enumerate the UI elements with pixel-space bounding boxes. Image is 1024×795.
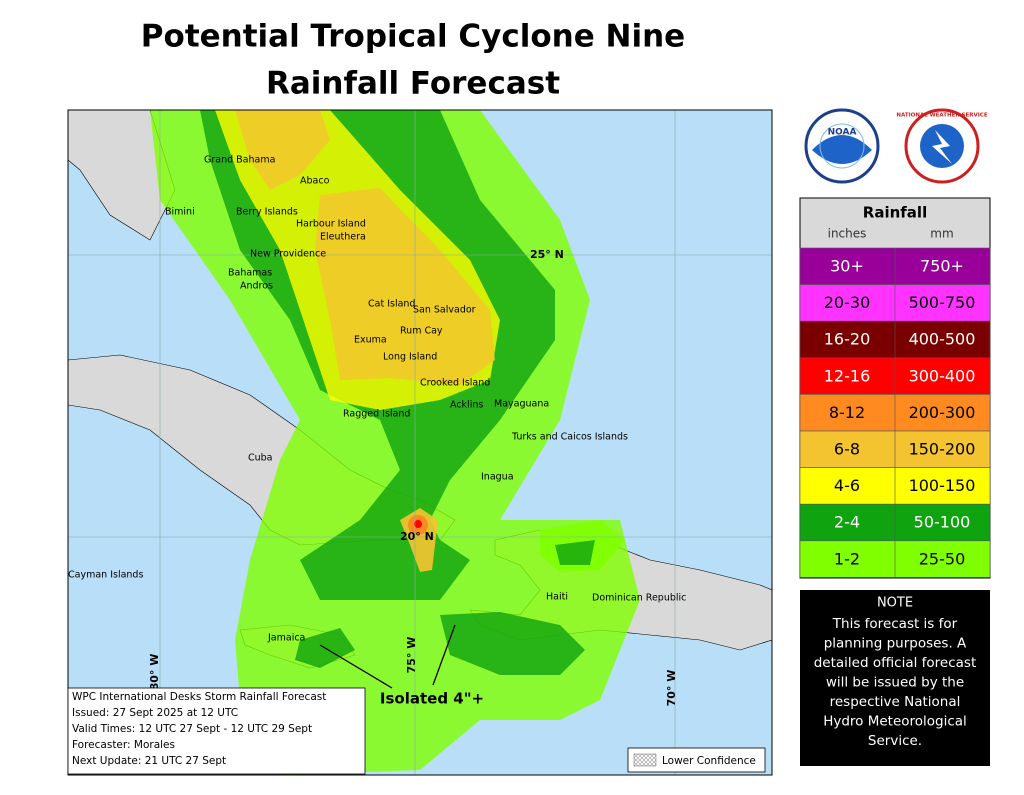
info-line: WPC International Desks Storm Rainfall F… bbox=[72, 691, 326, 703]
legend-inches: 12-16 bbox=[824, 366, 871, 385]
place-label: Eleuthera bbox=[320, 232, 366, 243]
hatch-swatch bbox=[633, 753, 657, 767]
place-label: Rum Cay bbox=[400, 326, 443, 337]
legend-inches: 1-2 bbox=[834, 549, 860, 568]
place-label: Turks and Caicos Islands bbox=[511, 432, 628, 443]
note-line: This forecast is for bbox=[832, 616, 958, 632]
note-line: detailed official forecast bbox=[814, 655, 977, 671]
place-label: Grand Bahama bbox=[204, 155, 275, 166]
place-label: Haiti bbox=[546, 592, 568, 603]
legend-mm: 400-500 bbox=[909, 330, 976, 349]
noaa-text: NOAA bbox=[828, 128, 857, 138]
legend-inches: 20-30 bbox=[824, 293, 871, 312]
place-label: Bahamas bbox=[228, 268, 272, 279]
place-label: Dominican Republic bbox=[592, 593, 686, 604]
place-label: Ragged Island bbox=[343, 409, 410, 420]
noaa-logo: NOAA bbox=[804, 108, 880, 184]
place-label: San Salvador bbox=[413, 305, 476, 316]
legend-inches: 30+ bbox=[830, 257, 864, 276]
note-line: Service. bbox=[868, 733, 922, 749]
legend-unit: inches bbox=[828, 227, 867, 241]
legend-mm: 50-100 bbox=[914, 513, 971, 532]
note-title: NOTE bbox=[877, 596, 913, 611]
place-label: Mayaguana bbox=[494, 399, 549, 410]
place-label: Acklins bbox=[450, 400, 483, 411]
longitude-label: 80° W bbox=[148, 654, 161, 691]
info-line: Next Update: 21 UTC 27 Sept bbox=[72, 755, 226, 767]
info-line: Forecaster: Morales bbox=[72, 739, 175, 751]
latitude-label: 20° N bbox=[400, 530, 434, 543]
legend-mm: 150-200 bbox=[909, 440, 976, 459]
legend-inches: 4-6 bbox=[834, 476, 860, 495]
legend-inches: 2-4 bbox=[834, 513, 860, 532]
legend-mm: 300-400 bbox=[909, 366, 976, 385]
place-label: Bimini bbox=[165, 207, 195, 218]
note-line: planning purposes. A bbox=[824, 636, 967, 652]
legend-inches: 8-12 bbox=[829, 403, 865, 422]
place-label: Inagua bbox=[481, 472, 514, 483]
legend-title: Rainfall bbox=[863, 204, 927, 222]
legend-mm: 200-300 bbox=[909, 403, 976, 422]
nws-text: NATIONAL WEATHER SERVICE bbox=[896, 113, 987, 119]
place-label: New Providence bbox=[250, 249, 326, 260]
longitude-label: 70° W bbox=[665, 670, 678, 707]
place-label: Berry Islands bbox=[236, 207, 298, 218]
lower-confidence-label: Lower Confidence bbox=[662, 755, 756, 767]
place-label: Cayman Islands bbox=[68, 570, 143, 581]
map bbox=[68, 110, 772, 775]
legend-mm: 100-150 bbox=[909, 476, 976, 495]
info-box bbox=[67, 687, 366, 775]
legend-mm: 25-50 bbox=[919, 549, 966, 568]
info-line: Issued: 27 Sept 2025 at 12 UTC bbox=[72, 707, 238, 719]
legend-rows: 30+ 750+ 20-30 500-750 16-20 400-500 12-16 300-… bbox=[799, 247, 991, 578]
place-label: Cat Island bbox=[368, 299, 415, 310]
place-label: Exuma bbox=[354, 335, 387, 346]
place-label: Long Island bbox=[383, 352, 437, 363]
place-label: Cuba bbox=[248, 453, 273, 464]
legend-mm: 750+ bbox=[920, 257, 964, 276]
note-line: will be issued by the bbox=[826, 675, 964, 691]
legend-inches: 6-8 bbox=[834, 440, 860, 459]
longitude-label: 75° W bbox=[405, 637, 418, 674]
place-label: Jamaica bbox=[267, 633, 305, 644]
latitude-label: 25° N bbox=[530, 248, 564, 261]
place-label: Andros bbox=[240, 281, 273, 292]
legend-unit: mm bbox=[930, 227, 953, 241]
place-labels: Grand Bahama Abaco Bimini Berry Islands … bbox=[68, 155, 686, 644]
place-label: Crooked Island bbox=[420, 378, 490, 389]
info-line: Valid Times: 12 UTC 27 Sept - 12 UTC 29 … bbox=[72, 723, 312, 735]
title-line: Rainfall Forecast bbox=[266, 66, 560, 102]
place-label: Harbour Island bbox=[296, 219, 366, 230]
place-label: Abaco bbox=[300, 176, 330, 187]
legend-inches: 16-20 bbox=[824, 330, 871, 349]
note-line: Hydro Meteorological bbox=[823, 714, 967, 730]
note-line: respective National bbox=[830, 694, 961, 710]
note-lines: This forecast is for planning purposes. A… bbox=[814, 616, 977, 749]
title-line: Potential Tropical Cyclone Nine bbox=[141, 19, 685, 55]
note-box bbox=[800, 590, 990, 766]
annotation: Isolated 4"+ bbox=[380, 690, 484, 708]
nws-logo: NATIONAL WEATHER SERVICE bbox=[896, 108, 988, 184]
info-lines: WPC International Desks Storm Rainfall F… bbox=[72, 691, 326, 767]
legend-mm: 500-750 bbox=[909, 293, 976, 312]
